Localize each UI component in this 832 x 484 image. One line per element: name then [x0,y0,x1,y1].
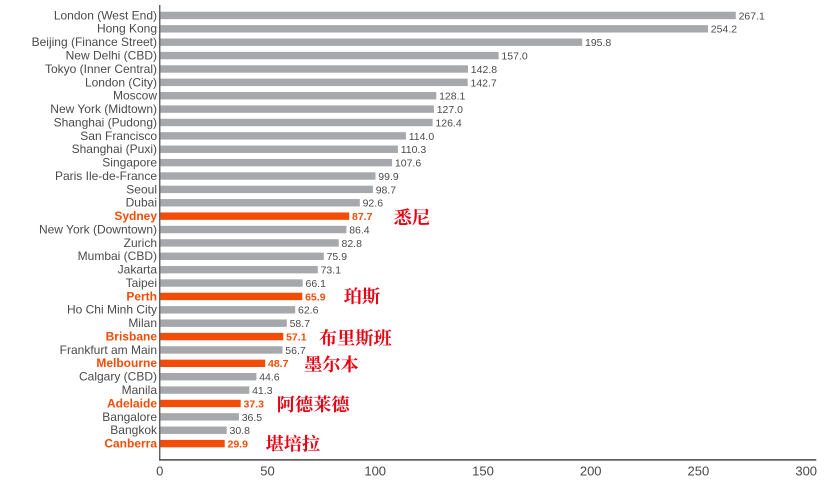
svg-text:86.4: 86.4 [349,224,370,236]
svg-text:62.6: 62.6 [298,305,319,317]
svg-text:Milan: Milan [128,316,157,330]
svg-text:Paris Ile-de-France: Paris Ile-de-France [55,169,157,183]
svg-text:127.0: 127.0 [437,104,463,116]
svg-text:Shanghai (Pudong): Shanghai (Pudong) [54,115,157,129]
svg-text:Mumbai (CBD): Mumbai (CBD) [78,249,157,263]
svg-text:48.7: 48.7 [268,358,289,370]
svg-text:57.1: 57.1 [286,331,307,343]
svg-text:128.1: 128.1 [439,91,465,103]
svg-text:San Francisco: San Francisco [80,129,157,143]
svg-text:50: 50 [260,464,274,479]
svg-text:Sydney: Sydney [114,209,157,223]
svg-text:82.8: 82.8 [342,238,363,250]
svg-text:37.3: 37.3 [244,398,265,410]
svg-text:87.7: 87.7 [352,211,373,223]
svg-text:Zurich: Zurich [124,236,157,250]
svg-text:Dubai: Dubai [126,196,157,210]
svg-text:Hong Kong: Hong Kong [97,22,157,36]
svg-text:195.8: 195.8 [585,37,611,49]
svg-text:142.8: 142.8 [471,64,497,76]
svg-text:56.7: 56.7 [285,345,306,357]
svg-text:157.0: 157.0 [501,50,527,62]
svg-text:London (West End): London (West End) [54,8,157,22]
svg-text:Seoul: Seoul [126,182,157,196]
svg-text:Perth: Perth [126,289,157,303]
svg-text:Tokyo (Inner Central): Tokyo (Inner Central) [45,62,157,76]
svg-text:75.9: 75.9 [327,251,348,263]
svg-text:44.6: 44.6 [259,372,280,384]
svg-text:65.9: 65.9 [305,291,326,303]
svg-text:114.0: 114.0 [409,131,435,143]
svg-text:Brisbane: Brisbane [106,329,158,343]
svg-text:Moscow: Moscow [113,89,157,103]
svg-text:99.9: 99.9 [378,171,399,183]
svg-text:254.2: 254.2 [711,24,737,36]
svg-text:100: 100 [364,464,386,479]
svg-text:New Delhi (CBD): New Delhi (CBD) [66,48,157,62]
svg-text:Bangkok: Bangkok [110,423,158,437]
svg-text:Ho Chi Minh City: Ho Chi Minh City [67,303,157,317]
svg-text:58.7: 58.7 [290,318,311,330]
svg-text:66.1: 66.1 [306,278,327,290]
svg-text:0: 0 [156,464,163,479]
svg-text:73.1: 73.1 [321,265,342,277]
svg-text:142.7: 142.7 [471,77,497,89]
svg-text:Shanghai (Puxi): Shanghai (Puxi) [72,142,157,156]
svg-text:41.3: 41.3 [252,385,273,397]
svg-text:29.9: 29.9 [228,439,249,451]
svg-text:Jakarta: Jakarta [118,263,158,277]
svg-text:Adelaide: Adelaide [107,396,157,410]
svg-text:150: 150 [472,464,494,479]
svg-text:30.8: 30.8 [230,425,251,437]
svg-text:Melbourne: Melbourne [96,356,157,370]
svg-text:Singapore: Singapore [102,156,157,170]
svg-text:98.7: 98.7 [376,184,397,196]
svg-text:Taipei: Taipei [126,276,157,290]
svg-text:Bangalore: Bangalore [102,410,157,424]
svg-text:London (City): London (City) [85,75,157,89]
svg-text:Frankfurt am Main: Frankfurt am Main [60,343,157,357]
svg-text:Beijing (Finance Street): Beijing (Finance Street) [32,35,157,49]
svg-text:New York (Midtown): New York (Midtown) [50,102,157,116]
svg-text:New York (Downtown): New York (Downtown) [39,222,157,236]
svg-text:Calgary (CBD): Calgary (CBD) [79,370,157,384]
svg-text:250: 250 [688,464,710,479]
svg-text:107.6: 107.6 [395,158,421,170]
svg-text:92.6: 92.6 [363,198,384,210]
svg-text:126.4: 126.4 [435,117,461,129]
svg-text:36.5: 36.5 [242,412,263,424]
svg-text:200: 200 [580,464,602,479]
svg-text:300: 300 [795,464,817,479]
svg-text:267.1: 267.1 [739,10,765,22]
svg-text:110.3: 110.3 [401,144,427,156]
svg-text:Manila: Manila [122,383,158,397]
svg-text:Canberra: Canberra [104,437,157,451]
